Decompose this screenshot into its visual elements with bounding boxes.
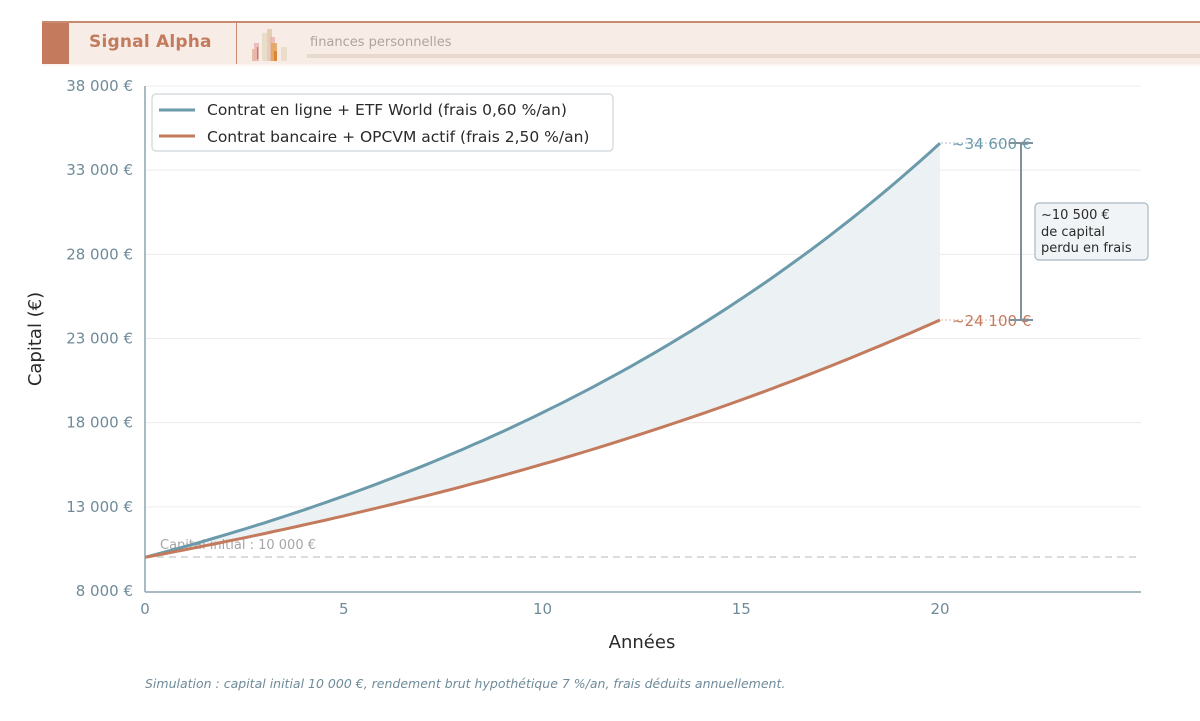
legend-label-opcvm: Contrat bancaire + OPCVM actif (frais 2,… [207, 128, 589, 146]
x-tick-label: 5 [339, 600, 349, 618]
x-tick-label: 0 [140, 600, 150, 618]
x-tick-label: 15 [732, 600, 751, 618]
chart-footnote: Simulation : capital initial 10 000 €, r… [145, 676, 786, 691]
brand-name[interactable]: Signal Alpha [89, 32, 212, 52]
header-shadow [42, 64, 1200, 66]
x-axis-title: Années [609, 632, 676, 653]
y-axis-ticks: 8 000 € 13 000 € 18 000 € 23 000 € 28 000 € 3… [66, 77, 133, 600]
y-axis-title: Capital (€) [25, 292, 46, 386]
bar-chart-logo-icon [252, 29, 287, 61]
x-tick-label: 10 [533, 600, 552, 618]
header-divider [236, 23, 237, 64]
y-tick-label: 18 000 € [66, 414, 133, 432]
y-tick-label: 8 000 € [76, 582, 133, 600]
y-tick-label: 28 000 € [66, 245, 133, 263]
y-tick-label: 23 000 € [66, 330, 133, 348]
y-tick-label: 13 000 € [66, 498, 133, 516]
series-line-opcvm [144, 318, 941, 559]
gap-annotation-box: ~10 500 € de capital perdu en frais [1034, 202, 1149, 261]
brand-color-block [42, 23, 69, 64]
site-header: Signal Alpha finances personnelles [42, 21, 1200, 64]
opcvm-end-value-label: ~24 100 € [952, 312, 1031, 330]
x-tick-label: 20 [930, 600, 949, 618]
legend-label-etf: Contrat en ligne + ETF World (frais 0,60… [207, 101, 567, 119]
x-axis-ticks: 0 5 10 15 20 [140, 600, 949, 618]
chart-legend: Contrat en ligne + ETF World (frais 0,60… [151, 93, 614, 152]
header-tagline: finances personnelles [310, 35, 452, 50]
gap-annotation-line2: de capital [1041, 225, 1105, 240]
gap-annotation-line3: perdu en frais [1041, 241, 1132, 256]
etf-end-value-label: ~34 600 € [952, 135, 1031, 153]
header-rule [307, 54, 1200, 58]
gap-annotation-line1: ~10 500 € [1041, 208, 1110, 223]
y-tick-label: 38 000 € [66, 77, 133, 95]
y-tick-label: 33 000 € [66, 161, 133, 179]
fees-gap-area [145, 143, 940, 558]
series-line-etf-world [144, 142, 942, 559]
